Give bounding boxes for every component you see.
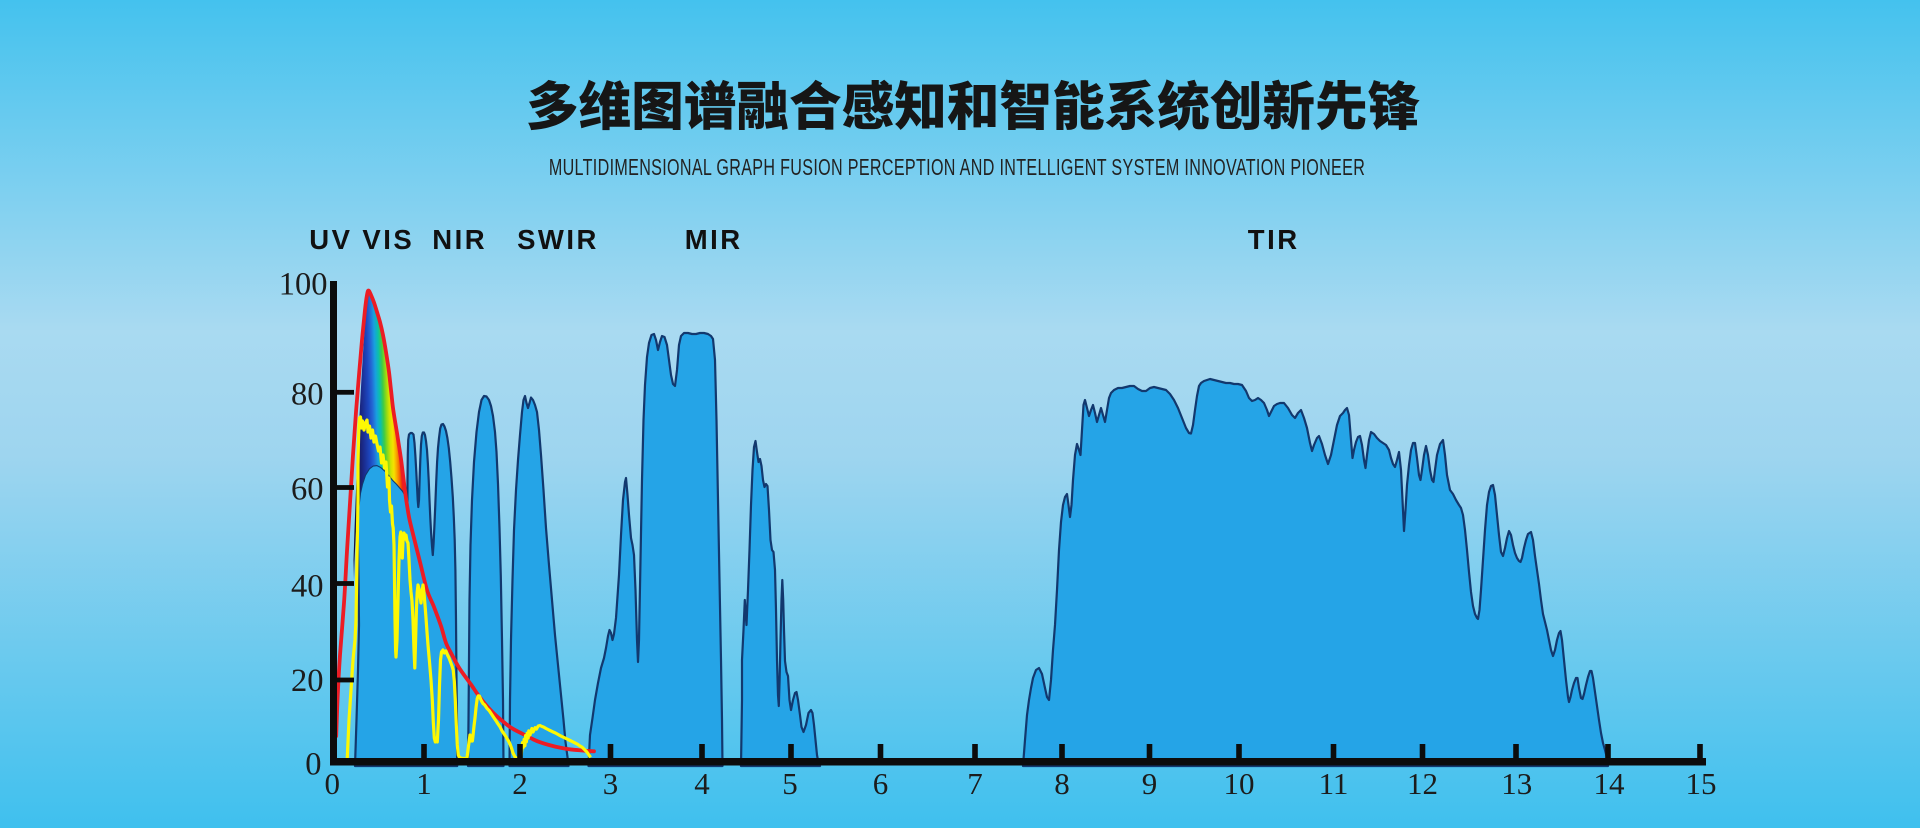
svg-text:9: 9 bbox=[1142, 766, 1158, 801]
svg-text:12: 12 bbox=[1407, 766, 1438, 801]
svg-text:3: 3 bbox=[603, 766, 619, 801]
svg-text:TIR: TIR bbox=[1248, 224, 1300, 255]
svg-text:6: 6 bbox=[873, 766, 889, 801]
svg-text:VIS: VIS bbox=[362, 224, 414, 255]
svg-text:60: 60 bbox=[291, 472, 324, 508]
svg-text:7: 7 bbox=[967, 766, 983, 801]
svg-text:MIR: MIR bbox=[685, 224, 743, 255]
svg-text:NIR: NIR bbox=[432, 224, 487, 255]
svg-text:4: 4 bbox=[694, 766, 710, 801]
svg-text:100: 100 bbox=[279, 267, 328, 303]
svg-text:20: 20 bbox=[291, 663, 324, 699]
svg-text:MULTIDIMENSIONAL GRAPH FUSION: MULTIDIMENSIONAL GRAPH FUSION PERCEPTION… bbox=[549, 155, 1365, 181]
svg-text:0: 0 bbox=[325, 766, 341, 801]
svg-text:80: 80 bbox=[291, 377, 324, 413]
svg-text:8: 8 bbox=[1054, 766, 1070, 801]
svg-text:2: 2 bbox=[512, 766, 528, 801]
svg-text:UV: UV bbox=[309, 224, 352, 255]
svg-text:14: 14 bbox=[1594, 766, 1626, 801]
svg-text:10: 10 bbox=[1224, 766, 1255, 801]
svg-text:13: 13 bbox=[1501, 766, 1532, 801]
svg-text:1: 1 bbox=[416, 766, 432, 801]
svg-text:40: 40 bbox=[291, 568, 324, 604]
svg-text:SWIR: SWIR bbox=[517, 224, 599, 255]
svg-text:5: 5 bbox=[782, 766, 798, 801]
svg-text:15: 15 bbox=[1686, 766, 1717, 801]
svg-text:0: 0 bbox=[305, 747, 321, 783]
svg-text:11: 11 bbox=[1319, 766, 1349, 801]
